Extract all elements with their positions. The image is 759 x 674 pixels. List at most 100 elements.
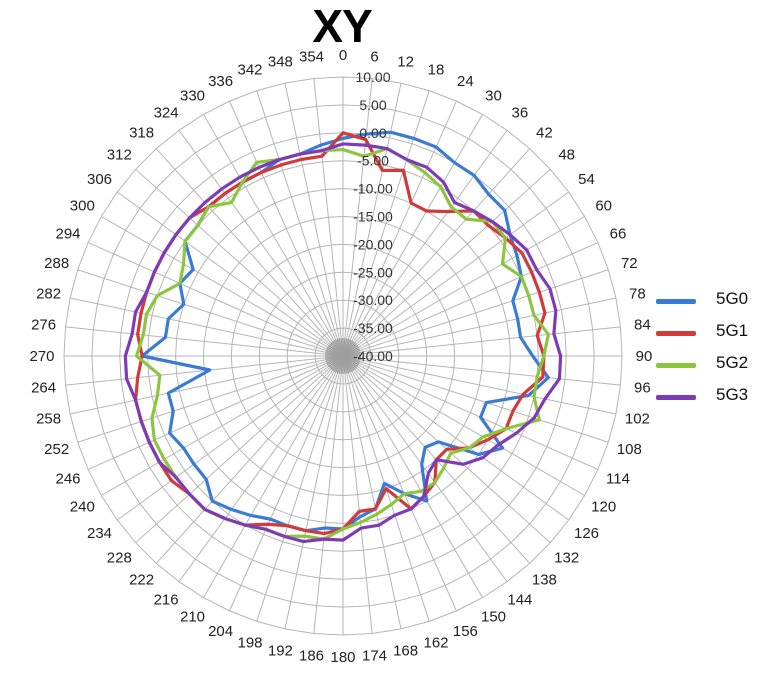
grid-spoke — [203, 355, 344, 598]
angle-tick-label: 186 — [299, 647, 324, 664]
grid-spoke — [342, 355, 609, 443]
grid-spoke — [69, 297, 344, 357]
legend: 5G0 5G1 5G2 5G3 — [656, 287, 756, 415]
angle-tick-label: 336 — [208, 73, 233, 90]
angle-tick-label: 234 — [87, 525, 112, 542]
grid-center — [325, 338, 361, 374]
radial-tick-label: 10.00 — [355, 69, 390, 85]
angle-tick-label: 96 — [634, 380, 651, 397]
grid-layer — [63, 76, 623, 636]
grid-spoke — [101, 216, 344, 357]
grid-spoke — [178, 355, 344, 583]
grid-spoke — [342, 355, 599, 470]
angle-tick-label: 342 — [237, 62, 262, 79]
angle-tick-label: 60 — [595, 198, 612, 215]
grid-spoke — [77, 355, 344, 443]
legend-item-5g1: 5G1 — [656, 319, 756, 351]
grid-spoke — [87, 242, 344, 357]
grid-spoke — [65, 326, 344, 357]
grid-spoke — [342, 355, 617, 415]
angle-tick-label: 108 — [617, 441, 642, 458]
grid-spoke — [135, 168, 344, 357]
grid-spoke — [342, 114, 483, 357]
radial-tick-label: -5.00 — [357, 153, 389, 169]
grid-spoke — [342, 269, 609, 357]
series-layer — [123, 130, 563, 544]
legend-swatch — [656, 395, 696, 400]
radial-tick-label: -30.00 — [353, 292, 393, 308]
radial-tick-label: -35.00 — [353, 320, 393, 336]
angle-tick-label: 24 — [457, 73, 474, 90]
angle-tick-label: 102 — [625, 411, 650, 428]
grid-spoke — [69, 355, 344, 415]
grid-spoke — [342, 355, 508, 583]
grid-spoke — [342, 90, 430, 357]
grid-spoke — [313, 78, 344, 357]
angle-tick-label: 6 — [370, 49, 378, 66]
legend-label: 5G0 — [716, 289, 749, 308]
legend-swatch — [656, 331, 696, 336]
angle-tick-label: 132 — [554, 549, 579, 566]
series-line-5g2 — [134, 146, 550, 541]
angle-tick-label: 294 — [55, 226, 80, 243]
grid-spoke — [284, 82, 344, 357]
legend-label: 5G1 — [716, 321, 749, 340]
grid-spoke — [229, 100, 344, 357]
angle-tick-label: 84 — [634, 317, 651, 334]
grid-spoke — [342, 326, 621, 357]
angle-tick-label: 144 — [507, 592, 532, 609]
grid-spoke — [203, 114, 344, 357]
series-line-5g3 — [123, 142, 563, 544]
angle-tick-label: 72 — [621, 255, 638, 272]
angle-tick-label: 282 — [36, 285, 61, 302]
radial-tick-label: 5.00 — [359, 97, 386, 113]
angle-tick-label: 228 — [107, 549, 132, 566]
angle-tick-label: 126 — [574, 525, 599, 542]
angle-tick-label: 36 — [512, 105, 529, 122]
legend-item-5g3: 5G3 — [656, 383, 756, 415]
grid-spoke — [77, 269, 344, 357]
angle-tick-label: 324 — [154, 105, 179, 122]
grid-spoke — [116, 191, 344, 357]
grid-spoke — [87, 355, 344, 470]
angle-tick-label: 156 — [453, 623, 478, 640]
legend-item-5g0: 5G0 — [656, 287, 756, 319]
grid-spoke — [65, 355, 344, 386]
angle-tick-label: 18 — [428, 62, 445, 79]
angle-tick-label: 138 — [532, 572, 557, 589]
radial-tick-label: -25.00 — [353, 264, 393, 280]
label-layer: 10.00 5.00 0.00 -5.00 -10.00 -15.00 -20.00 -25.… — [29, 47, 652, 666]
angle-tick-label: 120 — [591, 499, 616, 516]
grid-spoke — [342, 355, 585, 496]
angle-tick-label: 246 — [55, 470, 80, 487]
angle-tick-label: 180 — [330, 649, 355, 666]
angle-tick-label: 276 — [31, 317, 56, 334]
angle-tick-label: 348 — [268, 54, 293, 71]
angle-tick-label: 48 — [558, 147, 575, 164]
angle-tick-label: 162 — [423, 634, 448, 651]
angle-tick-label: 210 — [180, 609, 205, 626]
angle-tick-label: 318 — [129, 124, 154, 141]
radial-tick-label: -10.00 — [353, 181, 393, 197]
legend-swatch — [656, 363, 696, 368]
angle-tick-label: 306 — [87, 171, 112, 188]
grid-spoke — [342, 78, 373, 357]
grid-spoke — [342, 355, 621, 386]
angle-tick-label: 270 — [29, 348, 54, 365]
legend-swatch — [656, 299, 696, 304]
grid-spoke — [342, 191, 570, 357]
grid-spoke — [342, 355, 457, 612]
chart-title: XY — [312, 0, 372, 52]
grid-spoke — [342, 242, 599, 357]
angle-tick-label: 264 — [31, 380, 56, 397]
radial-tick-label: -20.00 — [353, 236, 393, 252]
grid-spoke — [256, 90, 344, 357]
grid-spoke — [342, 355, 373, 634]
angle-tick-label: 252 — [44, 441, 69, 458]
angle-tick-label: 168 — [393, 642, 418, 659]
angle-tick-label: 312 — [107, 147, 132, 164]
angle-tick-label: 198 — [237, 634, 262, 651]
angle-tick-label: 30 — [485, 87, 502, 104]
angle-tick-label: 150 — [481, 609, 506, 626]
